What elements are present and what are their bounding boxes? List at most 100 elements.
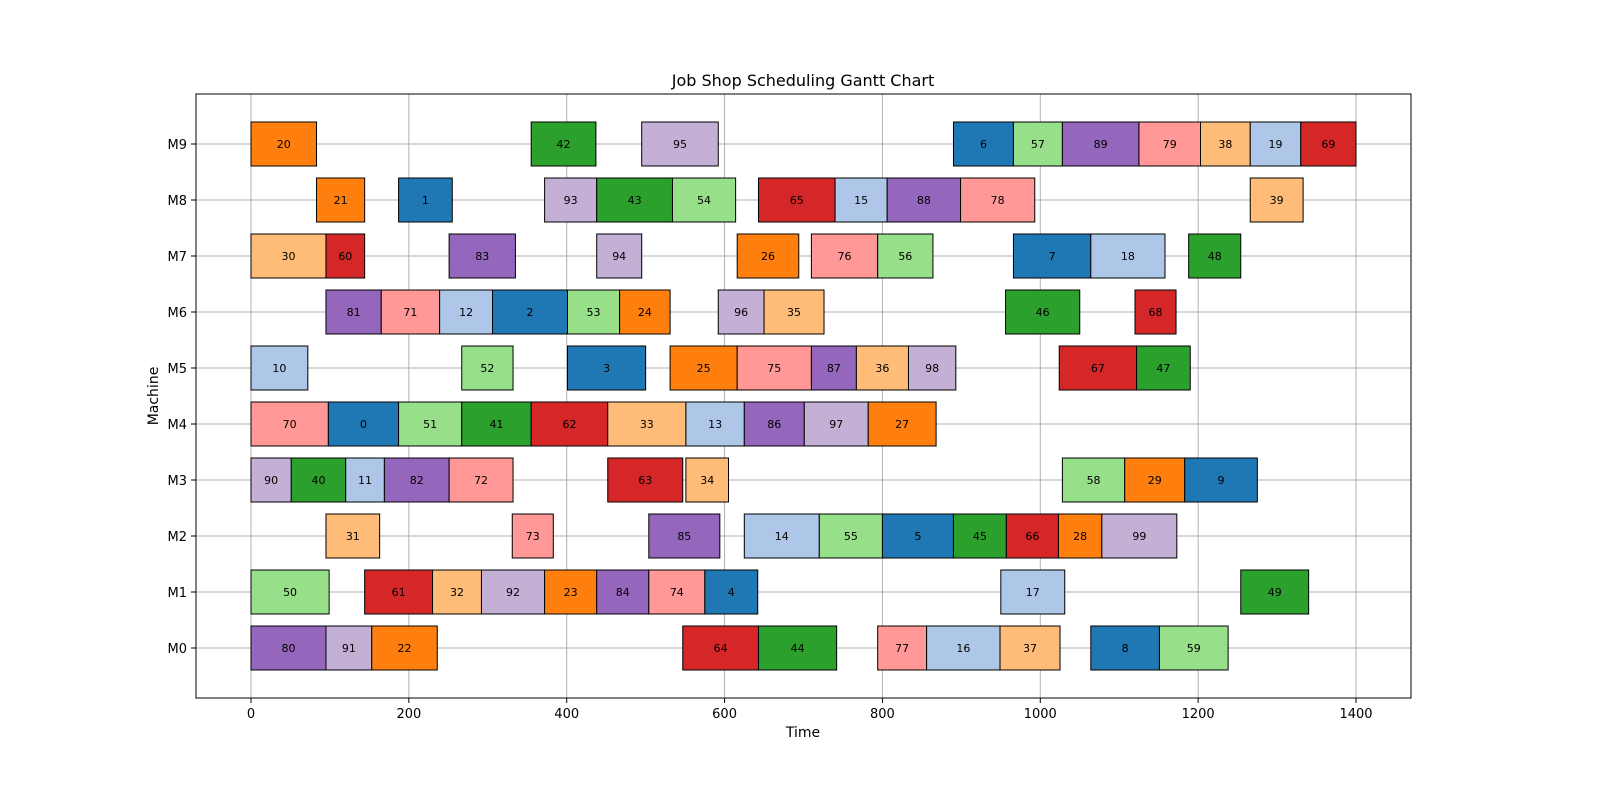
task-bar-label: 69 (1321, 138, 1335, 151)
task-bar-rect (596, 233, 643, 279)
task-bar: 32 (432, 569, 482, 615)
task-bar-label: 21 (334, 194, 348, 207)
task-bar: 82 (383, 457, 450, 503)
y-tick-label: M0 (168, 642, 188, 657)
task-bar-rect (1200, 121, 1251, 167)
task-bar: 14 (743, 513, 820, 559)
task-bar-label: 59 (1187, 642, 1201, 655)
task-bar: 91 (325, 625, 373, 671)
task-bar-label: 91 (342, 642, 356, 655)
task-bar-rect (371, 625, 438, 671)
task-bar-rect (960, 177, 1036, 223)
task-bar-rect (250, 121, 318, 167)
task-bar-label: 67 (1091, 362, 1105, 375)
task-bar: 87 (810, 345, 857, 391)
task-bar-rect (1300, 121, 1357, 167)
task-bar-rect (682, 625, 760, 671)
task-bar: 52 (461, 345, 514, 391)
task-bar-rect (1101, 513, 1178, 559)
task-bar-rect (461, 345, 514, 391)
task-bar-label: 70 (283, 418, 297, 431)
task-bar: 70 (250, 401, 329, 447)
task-bar: 41 (461, 401, 532, 447)
task-bar: 11 (345, 457, 385, 503)
task-bar-rect (250, 457, 292, 503)
task-bar: 54 (671, 177, 737, 223)
task-bar-rect (834, 177, 888, 223)
task-bar: 30 (250, 233, 327, 279)
task-bar: 35 (763, 289, 825, 335)
task-bar-rect (567, 289, 621, 335)
task-bar: 68 (1134, 289, 1177, 335)
task-bar-label: 37 (1023, 642, 1037, 655)
task-bar: 20 (250, 121, 318, 167)
task-bar-label: 45 (973, 530, 987, 543)
task-bar: 81 (325, 289, 382, 335)
task-bar-rect (886, 177, 962, 223)
task-bar: 56 (877, 233, 934, 279)
task-bar-rect (432, 569, 482, 615)
task-bar-label: 18 (1121, 250, 1135, 263)
task-bar-label: 81 (347, 306, 361, 319)
task-bar-rect (648, 569, 706, 615)
task-bar-label: 62 (562, 418, 576, 431)
task-bar-rect (855, 345, 909, 391)
y-tick-label: M1 (168, 586, 188, 601)
task-bar-rect (530, 121, 597, 167)
task-bar: 28 (1057, 513, 1103, 559)
task-bar: 58 (1061, 457, 1126, 503)
task-bar-label: 82 (410, 474, 424, 487)
task-bar-label: 15 (854, 194, 868, 207)
task-bar: 26 (736, 233, 800, 279)
task-bar: 16 (926, 625, 1001, 671)
task-bar-label: 85 (677, 530, 691, 543)
task-bar: 63 (607, 457, 684, 503)
task-bar-rect (290, 457, 347, 503)
task-bar: 62 (530, 401, 609, 447)
task-bar-rect (1000, 569, 1066, 615)
task-bar: 67 (1058, 345, 1138, 391)
task-bar: 19 (1249, 121, 1302, 167)
task-bar-rect (325, 625, 373, 671)
task-bar-rect (544, 177, 598, 223)
task-bar-rect (810, 233, 879, 279)
task-bar: 69 (1300, 121, 1357, 167)
task-bar: 88 (886, 177, 962, 223)
task-bar-label: 1 (422, 194, 429, 207)
task-bar-rect (1061, 457, 1126, 503)
task-bar-rect (439, 289, 494, 335)
task-bar: 83 (448, 233, 516, 279)
task-bar-label: 34 (700, 474, 714, 487)
task-bar-rect (1188, 233, 1242, 279)
task-bar-label: 87 (827, 362, 841, 375)
task-bar: 5 (881, 513, 954, 559)
task-bar: 23 (544, 569, 598, 615)
y-axis: M0 M1 M2 M3 M4 M5 M6 M7 M8 M9 (168, 138, 196, 657)
task-bar-label: 94 (612, 250, 626, 263)
task-bar-label: 72 (474, 474, 488, 487)
task-bar-rect (327, 401, 400, 447)
task-bar-rect (1158, 625, 1229, 671)
plot-frame (195, 93, 1412, 699)
task-bar-label: 83 (475, 250, 489, 263)
task-bar: 76 (810, 233, 879, 279)
task-bar-label: 22 (398, 642, 412, 655)
task-bar-rect (596, 177, 673, 223)
task-bar-label: 68 (1149, 306, 1163, 319)
task-bar-rect (648, 513, 721, 559)
x-tick-label: 1000 (1024, 707, 1057, 722)
task-bar: 99 (1101, 513, 1178, 559)
task-bar: 85 (648, 513, 721, 559)
task-bar: 64 (682, 625, 760, 671)
task-bar-rect (1138, 121, 1202, 167)
task-bar-label: 75 (767, 362, 781, 375)
task-bar-rect (1057, 513, 1103, 559)
task-bar: 21 (316, 177, 366, 223)
task-bar-label: 43 (628, 194, 642, 207)
task-bar-label: 60 (338, 250, 352, 263)
task-bar-label: 77 (895, 642, 909, 655)
task-bar-label: 38 (1218, 138, 1232, 151)
task-bar-label: 12 (459, 306, 473, 319)
task-bar-rect (803, 401, 869, 447)
